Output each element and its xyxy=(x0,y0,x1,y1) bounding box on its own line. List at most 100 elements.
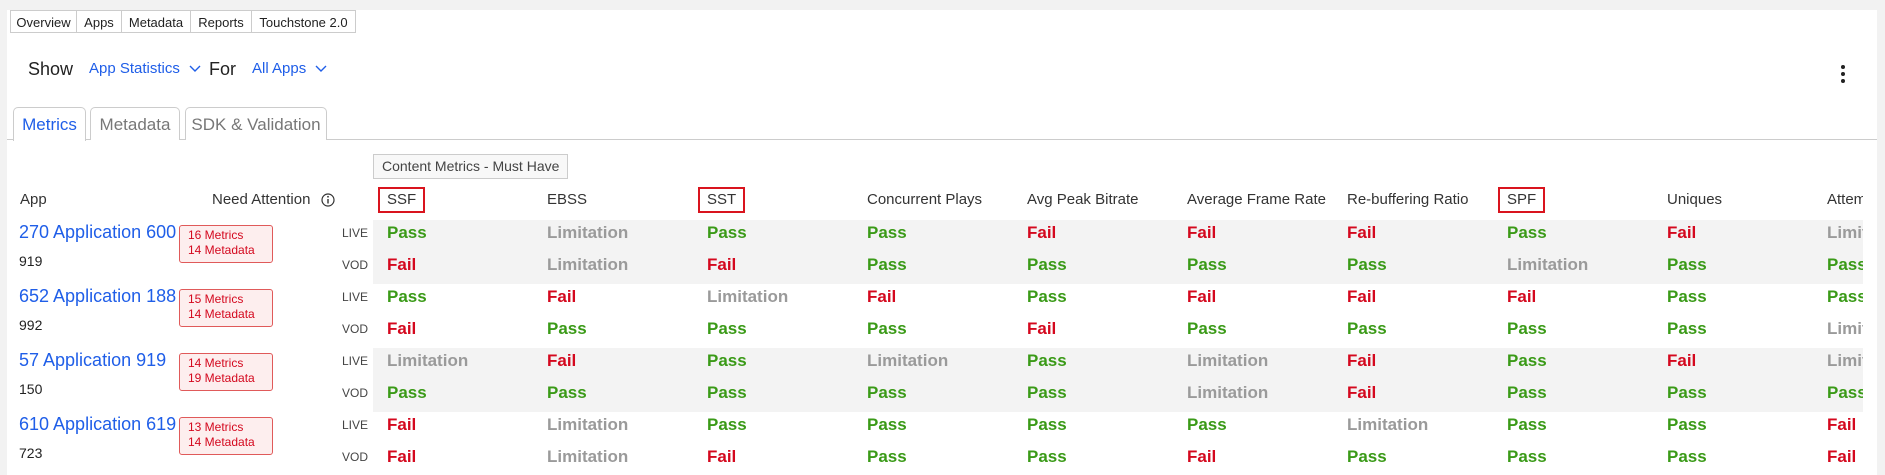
result: Pass xyxy=(387,287,427,306)
nav-tab[interactable]: Reports xyxy=(190,10,252,33)
stream-label: LIVE xyxy=(341,354,368,368)
column-header: Re-buffering Ratio xyxy=(1347,191,1469,208)
result: Fail xyxy=(1347,287,1377,306)
result: Pass xyxy=(1187,255,1227,274)
nav-tab[interactable]: Touchstone 2.0 xyxy=(251,10,356,33)
result: Pass xyxy=(707,319,747,338)
column-header: Attem xyxy=(1827,191,1863,208)
result: Fail xyxy=(1187,223,1217,242)
nav-tab[interactable]: Metadata xyxy=(121,10,191,33)
result: Limitation xyxy=(1347,415,1429,434)
tab-divider xyxy=(7,139,1877,140)
result: Limitation xyxy=(1827,351,1863,370)
result: Fail xyxy=(1667,351,1697,370)
attention-badge[interactable]: 14 Metrics 19 Metadata xyxy=(179,353,273,391)
result: Pass xyxy=(1347,319,1387,338)
result: Pass xyxy=(1027,415,1067,434)
result: Limitation xyxy=(1827,319,1863,338)
result: Pass xyxy=(1027,255,1067,274)
column-header: App xyxy=(20,191,47,208)
result: Pass xyxy=(547,319,587,338)
sub-tab[interactable]: SDK & Validation xyxy=(185,107,327,140)
info-icon[interactable] xyxy=(321,193,335,207)
app-link[interactable]: 652 Application 188 xyxy=(19,286,177,306)
result: Fail xyxy=(867,287,897,306)
result: Pass xyxy=(1507,415,1547,434)
result: Pass xyxy=(1507,447,1547,466)
sub-tab[interactable]: Metadata xyxy=(90,107,180,140)
result: Pass xyxy=(1187,319,1227,338)
for-label: For xyxy=(209,59,236,79)
attention-badge[interactable]: 15 Metrics 14 Metadata xyxy=(179,289,273,327)
badge-text: 14 Metadata xyxy=(188,243,255,257)
result: Pass xyxy=(867,415,907,434)
nav-tab[interactable]: Apps xyxy=(76,10,122,33)
show-dropdown[interactable]: App Statistics xyxy=(89,60,201,77)
result: Pass xyxy=(707,223,747,242)
result: Fail xyxy=(707,255,737,274)
result: Limitation xyxy=(1507,255,1589,274)
badge-text: 14 Metadata xyxy=(188,307,255,321)
result: Pass xyxy=(387,383,427,402)
app-link[interactable]: 57 Application 919 xyxy=(19,350,167,370)
chevron xyxy=(315,65,327,72)
result: Fail xyxy=(1027,223,1057,242)
result: Limitation xyxy=(867,351,949,370)
result: Fail xyxy=(547,287,577,306)
result: Pass xyxy=(707,415,747,434)
stream-label: VOD xyxy=(341,322,368,336)
stream-label: VOD xyxy=(341,258,368,272)
for-dropdown[interactable]: All Apps xyxy=(252,60,327,77)
result: Fail xyxy=(1347,351,1377,370)
result: Pass xyxy=(1827,383,1863,402)
result: Pass xyxy=(1667,255,1707,274)
result: Pass xyxy=(1347,255,1387,274)
result: Fail xyxy=(387,255,417,274)
result: Pass xyxy=(1667,415,1707,434)
column-header: Avg Peak Bitrate xyxy=(1027,191,1139,208)
result: Pass xyxy=(707,351,747,370)
column-header: SST xyxy=(698,187,746,213)
result: Pass xyxy=(1827,287,1863,306)
result: Limitation xyxy=(707,287,789,306)
stream-label: VOD xyxy=(341,386,368,400)
app-count: 919 xyxy=(19,253,43,269)
row-background xyxy=(373,284,1863,348)
column-header: SSF xyxy=(378,187,426,213)
result: Limitation xyxy=(1827,223,1863,242)
app-count: 723 xyxy=(19,445,43,461)
column-header: Average Frame Rate xyxy=(1187,191,1326,208)
nav-tab[interactable]: Overview xyxy=(10,10,77,33)
column-header: EBSS xyxy=(547,191,588,208)
app-link[interactable]: 610 Application 619 xyxy=(19,414,177,434)
result: Pass xyxy=(547,383,587,402)
attention-badge[interactable]: 16 Metrics 14 Metadata xyxy=(179,225,273,263)
result: Fail xyxy=(1187,447,1217,466)
result: Fail xyxy=(1347,383,1377,402)
result: Pass xyxy=(1507,223,1547,242)
kebab-menu[interactable] xyxy=(1838,64,1848,86)
result: Pass xyxy=(867,383,907,402)
result: Pass xyxy=(707,383,747,402)
app-link[interactable]: 270 Application 600 xyxy=(19,222,177,242)
result: Pass xyxy=(867,223,907,242)
result: Pass xyxy=(1507,351,1547,370)
show-value: App Statistics xyxy=(89,60,180,77)
result: Fail xyxy=(387,415,417,434)
sub-tab[interactable]: Metrics xyxy=(13,107,86,141)
result: Pass xyxy=(1507,383,1547,402)
result: Pass xyxy=(1027,383,1067,402)
chevron xyxy=(189,65,201,72)
row-background xyxy=(373,220,1863,284)
stream-label: VOD xyxy=(341,450,368,464)
result: Limitation xyxy=(547,223,629,242)
row-background xyxy=(373,348,1863,412)
result: Fail xyxy=(1027,319,1057,338)
result: Pass xyxy=(387,223,427,242)
result: Pass xyxy=(1667,447,1707,466)
column-header: SPF xyxy=(1498,187,1546,213)
badge-text: 16 Metrics xyxy=(188,228,244,242)
attention-badge[interactable]: 13 Metrics 14 Metadata xyxy=(179,417,273,455)
app-count: 992 xyxy=(19,317,43,333)
